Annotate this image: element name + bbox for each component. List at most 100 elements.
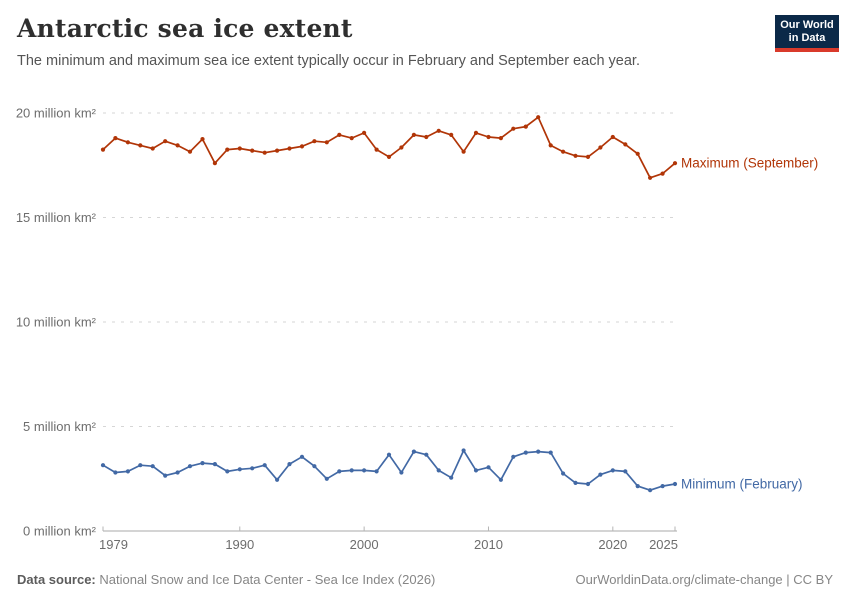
series-point xyxy=(299,144,305,149)
series-point xyxy=(150,464,155,469)
series-point xyxy=(548,450,553,455)
series-point xyxy=(573,480,578,485)
series-point xyxy=(100,463,106,468)
series-point xyxy=(163,473,168,478)
owid-logo-line2: in Data xyxy=(788,32,826,44)
x-tick-label: 2000 xyxy=(350,537,379,552)
series-point xyxy=(461,448,466,453)
series-label[interactable]: Maximum (September) xyxy=(681,156,818,171)
series-point xyxy=(237,146,242,151)
chart-header: Antarctic sea ice extent The minimum and… xyxy=(17,14,760,69)
series-point xyxy=(349,136,354,141)
series-point xyxy=(299,454,305,459)
series-point xyxy=(648,488,653,493)
series-point xyxy=(411,449,416,454)
series-point xyxy=(623,469,628,474)
y-tick-label: 5 million km² xyxy=(23,419,97,434)
series-point xyxy=(324,140,329,145)
series-point xyxy=(362,468,367,473)
series-point xyxy=(449,475,454,480)
series-point xyxy=(498,136,503,141)
series-point xyxy=(187,149,193,154)
series-point xyxy=(635,484,640,489)
x-tick-label: 2010 xyxy=(474,537,503,552)
series-point xyxy=(436,468,441,473)
series-point xyxy=(386,452,392,457)
series-point xyxy=(598,145,603,150)
series-point xyxy=(175,143,180,148)
series-point xyxy=(536,449,541,454)
data-source-label: Data source: xyxy=(17,572,96,587)
series-point xyxy=(424,452,429,457)
chart-footer: Data source: National Snow and Ice Data … xyxy=(17,572,833,587)
series-point xyxy=(598,472,603,477)
series-point xyxy=(212,462,217,467)
series-point xyxy=(250,466,255,471)
series-point xyxy=(635,151,640,156)
data-source-text: National Snow and Ice Data Center - Sea … xyxy=(95,572,436,587)
series-point xyxy=(138,463,143,468)
owid-logo-box: Our World in Data xyxy=(775,15,839,48)
series-point xyxy=(262,463,267,468)
series-point xyxy=(337,132,342,137)
series-point xyxy=(113,136,118,141)
series-point xyxy=(374,147,379,152)
series-point xyxy=(449,132,454,137)
series-point xyxy=(486,465,491,470)
series-point xyxy=(125,140,130,145)
series-point xyxy=(424,134,429,140)
owid-logo-line1: Our World xyxy=(780,19,834,31)
x-tick-label: 1990 xyxy=(225,537,254,552)
series-point xyxy=(486,134,491,140)
series-point xyxy=(672,161,678,166)
series-point xyxy=(262,150,267,155)
x-tick-label: 1979 xyxy=(99,537,128,552)
owid-logo-accent-bar xyxy=(775,48,839,52)
series-point xyxy=(312,139,317,144)
series-point xyxy=(648,175,653,180)
series-point xyxy=(399,470,404,475)
series-point xyxy=(337,469,342,474)
series-point xyxy=(610,468,615,473)
series-point xyxy=(175,470,180,475)
series-point xyxy=(436,128,441,133)
x-tick-label: 2020 xyxy=(598,537,627,552)
series-point xyxy=(374,469,379,474)
y-tick-label: 10 million km² xyxy=(16,315,97,330)
series-point xyxy=(200,137,205,142)
series-point xyxy=(561,149,566,154)
series-point xyxy=(287,462,292,467)
series-point xyxy=(473,468,479,473)
series-point xyxy=(623,142,628,147)
series-label[interactable]: Minimum (February) xyxy=(681,476,803,491)
series-point xyxy=(461,149,466,154)
chart-subtitle: The minimum and maximum sea ice extent t… xyxy=(17,53,640,69)
series-point xyxy=(523,450,528,455)
series-point xyxy=(113,470,118,475)
series-point xyxy=(548,143,553,148)
series-point xyxy=(275,477,280,482)
attribution-link[interactable]: OurWorldinData.org/climate-change | CC B… xyxy=(575,572,833,587)
series-point xyxy=(536,115,541,120)
series-point xyxy=(138,143,143,148)
series-point xyxy=(187,464,193,469)
series-point xyxy=(498,477,503,482)
series-point xyxy=(511,454,516,459)
series-point xyxy=(585,154,591,159)
series-point xyxy=(349,468,354,473)
series-point xyxy=(585,481,591,487)
series-point xyxy=(150,146,155,151)
series-point xyxy=(212,161,217,166)
series-point xyxy=(100,147,106,152)
series-point xyxy=(324,476,329,481)
series-point xyxy=(511,126,516,131)
y-tick-label: 15 million km² xyxy=(16,210,97,225)
series-point xyxy=(225,147,230,152)
series-line xyxy=(102,116,676,179)
series-point xyxy=(312,464,317,469)
y-tick-label: 20 million km² xyxy=(16,106,97,121)
series-point xyxy=(473,130,479,135)
series-point xyxy=(573,153,578,158)
series-point xyxy=(275,148,280,153)
